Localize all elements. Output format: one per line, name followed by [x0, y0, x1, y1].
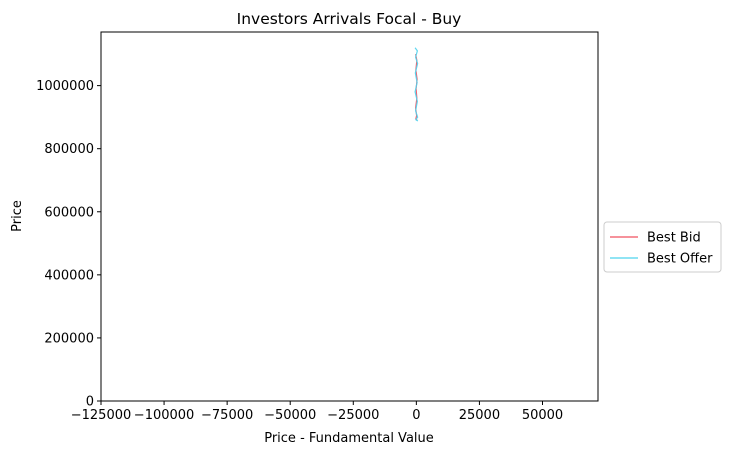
x-tick-label: 0: [412, 408, 420, 423]
x-tick-label: −125000: [71, 408, 132, 423]
y-tick-label: 1000000: [36, 79, 94, 94]
legend-label: Best Offer: [647, 252, 713, 267]
y-tick-label: 0: [86, 395, 94, 410]
series-line-best-bid: [414, 53, 418, 121]
y-tick-label: 200000: [44, 331, 94, 346]
x-tick-label: 25000: [459, 408, 500, 423]
legend-label: Best Bid: [647, 231, 701, 246]
chart-title: Investors Arrivals Focal - Buy: [237, 10, 462, 28]
plot-area: [100, 31, 599, 402]
series-line-best-offer: [414, 47, 419, 122]
x-tick-label: −25000: [327, 408, 379, 423]
legend: Best Bid Best Offer: [603, 221, 722, 273]
y-tick-label: 400000: [44, 268, 94, 283]
x-tick-label: −50000: [264, 408, 316, 423]
x-axis-label: Price - Fundamental Value: [264, 431, 434, 446]
y-tick-label: 600000: [44, 205, 94, 220]
y-tick-label: 800000: [44, 142, 94, 157]
series-layer: [414, 47, 419, 122]
x-tick-label: 50000: [522, 408, 563, 423]
y-axis-label: Price: [10, 200, 25, 232]
x-axis: −125000 −100000 −75000 −50000 −25000 0 25000 50…: [71, 401, 563, 423]
x-tick-label: −100000: [134, 408, 195, 423]
y-axis: 0 200000 400000 600000 800000 1000000: [36, 79, 101, 410]
legend-box: [603, 221, 722, 273]
x-tick-label: −75000: [201, 408, 253, 423]
